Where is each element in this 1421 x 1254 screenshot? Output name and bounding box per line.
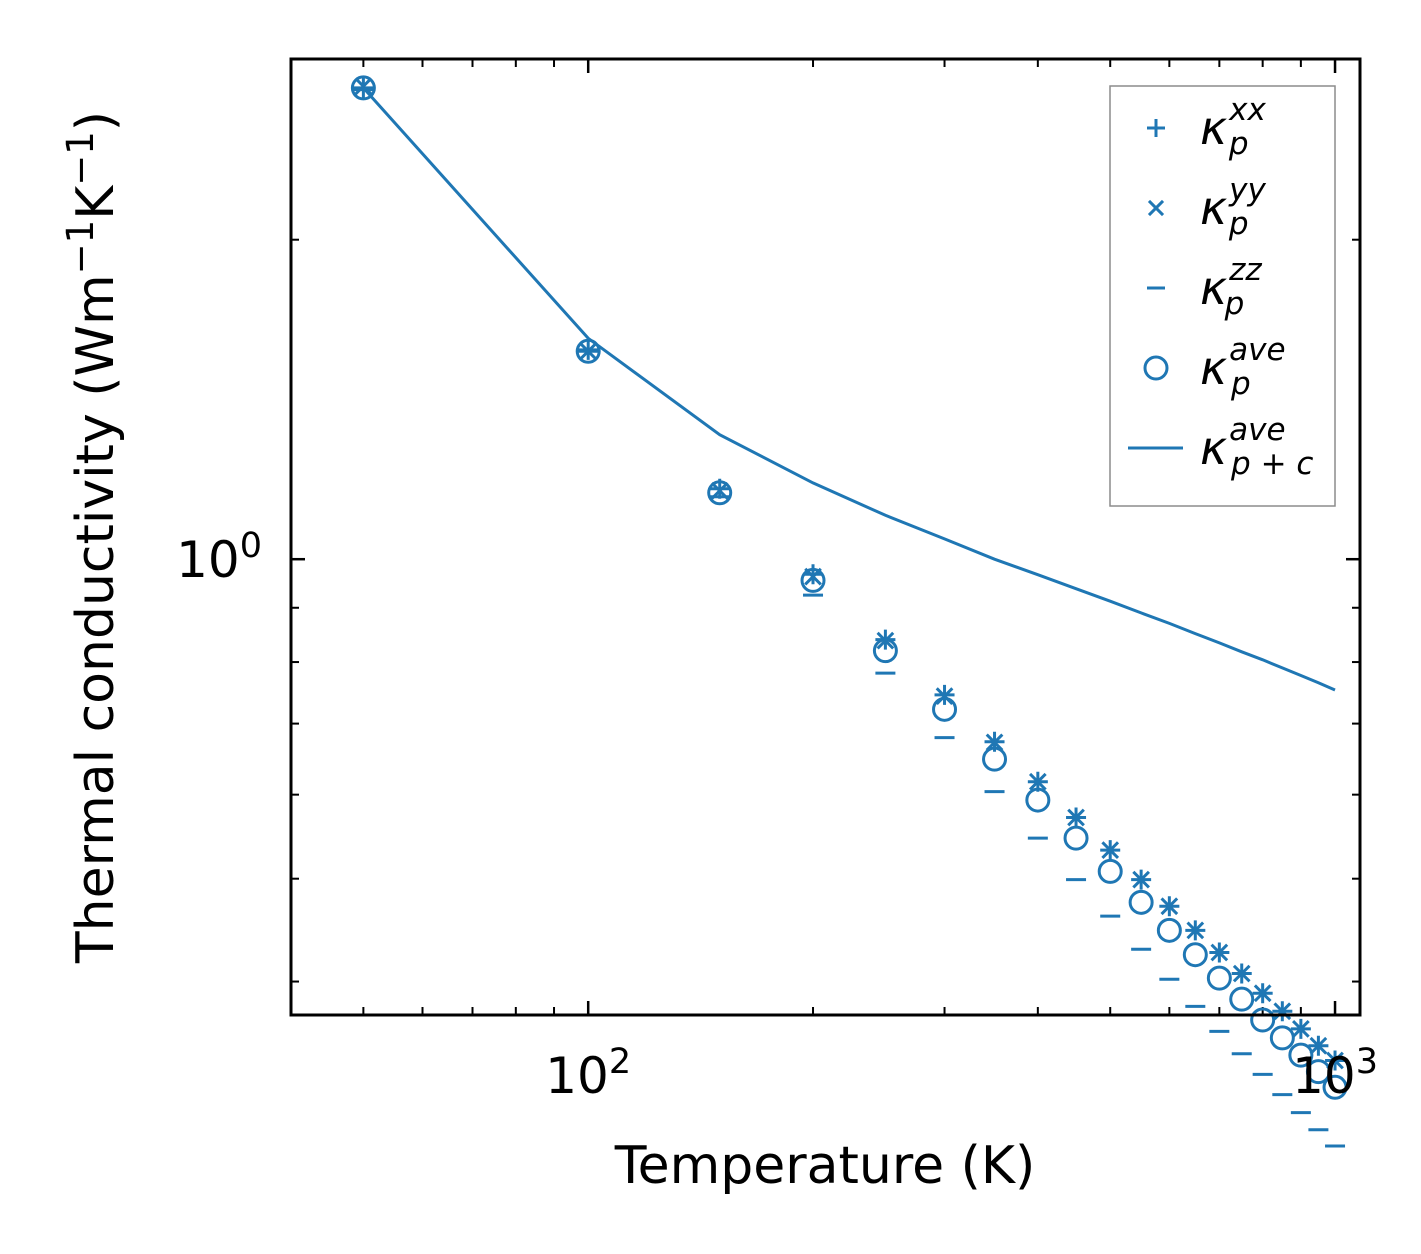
- data-point: [707, 480, 733, 506]
- x-tick-label-exp: 3: [1356, 1042, 1378, 1082]
- plot-series: [350, 75, 1348, 1148]
- legend-label-sup: yy: [1228, 172, 1266, 208]
- legend-label-sup: xx: [1228, 92, 1266, 128]
- legend-label-sup: zz: [1228, 252, 1262, 288]
- data-point: [1063, 825, 1089, 851]
- legend-symbol: [1143, 355, 1169, 381]
- legend-marker-kappa_p^xx: [1147, 119, 1165, 137]
- data-point: [1288, 1042, 1314, 1068]
- data-point: [1250, 1007, 1276, 1033]
- y-axis-label-mid: K: [66, 184, 126, 220]
- legend-label-kappa_p^yy: κyy p: [1200, 172, 1266, 242]
- data-point: [1156, 917, 1182, 943]
- legend-symbol: [1147, 119, 1165, 137]
- legend-label-base: κ: [1200, 421, 1227, 475]
- legend-label-base: κ: [1200, 261, 1227, 315]
- legend-label-sub: p + c: [1230, 446, 1313, 482]
- legend-label-base: κ: [1200, 101, 1227, 155]
- data-point: [1097, 858, 1123, 884]
- data-point: [1232, 964, 1251, 983]
- data-point: [803, 564, 824, 585]
- data-point: [800, 567, 826, 593]
- legend-marker-kappa_p^yy: [1147, 199, 1165, 217]
- data-point: [575, 338, 601, 364]
- data-point: [932, 696, 958, 722]
- legend-label-sub: p: [1228, 206, 1249, 242]
- data-point: [1291, 1019, 1310, 1038]
- legend-label-sub: p: [1230, 366, 1251, 402]
- legend-label-sub: p: [1224, 286, 1245, 322]
- data-point: [872, 638, 898, 664]
- plot-frame: [289, 57, 1362, 1017]
- series-kappa_p^ave: [350, 75, 1348, 1100]
- series-kappa_p+c^ave: [362, 86, 1336, 692]
- data-point: [1025, 787, 1051, 813]
- data-point: [1305, 1059, 1331, 1085]
- data-point: [1322, 1074, 1348, 1100]
- data-point: [1309, 1036, 1328, 1055]
- data-point: [1101, 841, 1120, 859]
- y-axis-label-exp2: −1: [59, 131, 102, 186]
- data-point: [1253, 984, 1272, 1003]
- data-point: [1182, 942, 1208, 968]
- legend-label-base: κ: [1200, 341, 1227, 395]
- data-point: [1160, 897, 1179, 916]
- series-line: [362, 86, 1336, 692]
- legend-label-sup: ave: [1229, 332, 1285, 368]
- data-point: [1269, 1025, 1295, 1051]
- legend-label-kappa_p^ave: κave p: [1200, 332, 1286, 402]
- y-axis-label: Thermal conductivity (Wm−1K−1): [59, 111, 126, 964]
- y-axis-label-exp1: −1: [59, 220, 102, 275]
- y-axis-label-end: ): [66, 111, 126, 131]
- x-tick-label-exp: 2: [609, 1042, 631, 1082]
- x-axis-label: Temperature (K): [614, 1136, 1036, 1196]
- data-point: [1186, 921, 1205, 940]
- y-tick-label-base: 10: [176, 531, 240, 589]
- data-point: [1326, 1051, 1344, 1070]
- y-axis-label-main: Thermal conductivity (Wm: [66, 274, 126, 964]
- series-kappa_p^yy: [354, 77, 1344, 1070]
- legend-label-sub: p: [1228, 126, 1249, 162]
- legend-label-kappa_p+c^ave: κave p + c: [1200, 412, 1313, 482]
- legend-box: [1109, 85, 1336, 507]
- data-point: [1210, 943, 1229, 962]
- data-point: [350, 75, 376, 101]
- y-tick-label: 100: [176, 526, 262, 589]
- legend-marker-kappa_p^ave: [1143, 355, 1169, 381]
- y-tick-label-exp: 0: [240, 526, 262, 566]
- data-point: [1128, 889, 1154, 915]
- data-point: [1229, 986, 1255, 1012]
- data-point: [982, 746, 1008, 772]
- data-point: [985, 733, 1004, 752]
- legend-label-kappa_p^zz: κzz p: [1200, 252, 1262, 322]
- legend-label-base: κ: [1200, 181, 1227, 235]
- x-tick-label: 103: [1292, 1042, 1378, 1105]
- data-point: [1206, 965, 1232, 991]
- x-tick-label: 102: [545, 1042, 631, 1105]
- legend-symbol: [1147, 199, 1165, 217]
- data-point: [1067, 808, 1085, 827]
- legend-label-sup: ave: [1229, 412, 1285, 448]
- legend-label-kappa_p^xx: κxx p: [1200, 92, 1266, 162]
- x-tick-label-base: 10: [1292, 1047, 1356, 1105]
- data-point: [1028, 772, 1047, 791]
- x-tick-label-base: 10: [545, 1047, 609, 1105]
- data-point: [1132, 870, 1150, 889]
